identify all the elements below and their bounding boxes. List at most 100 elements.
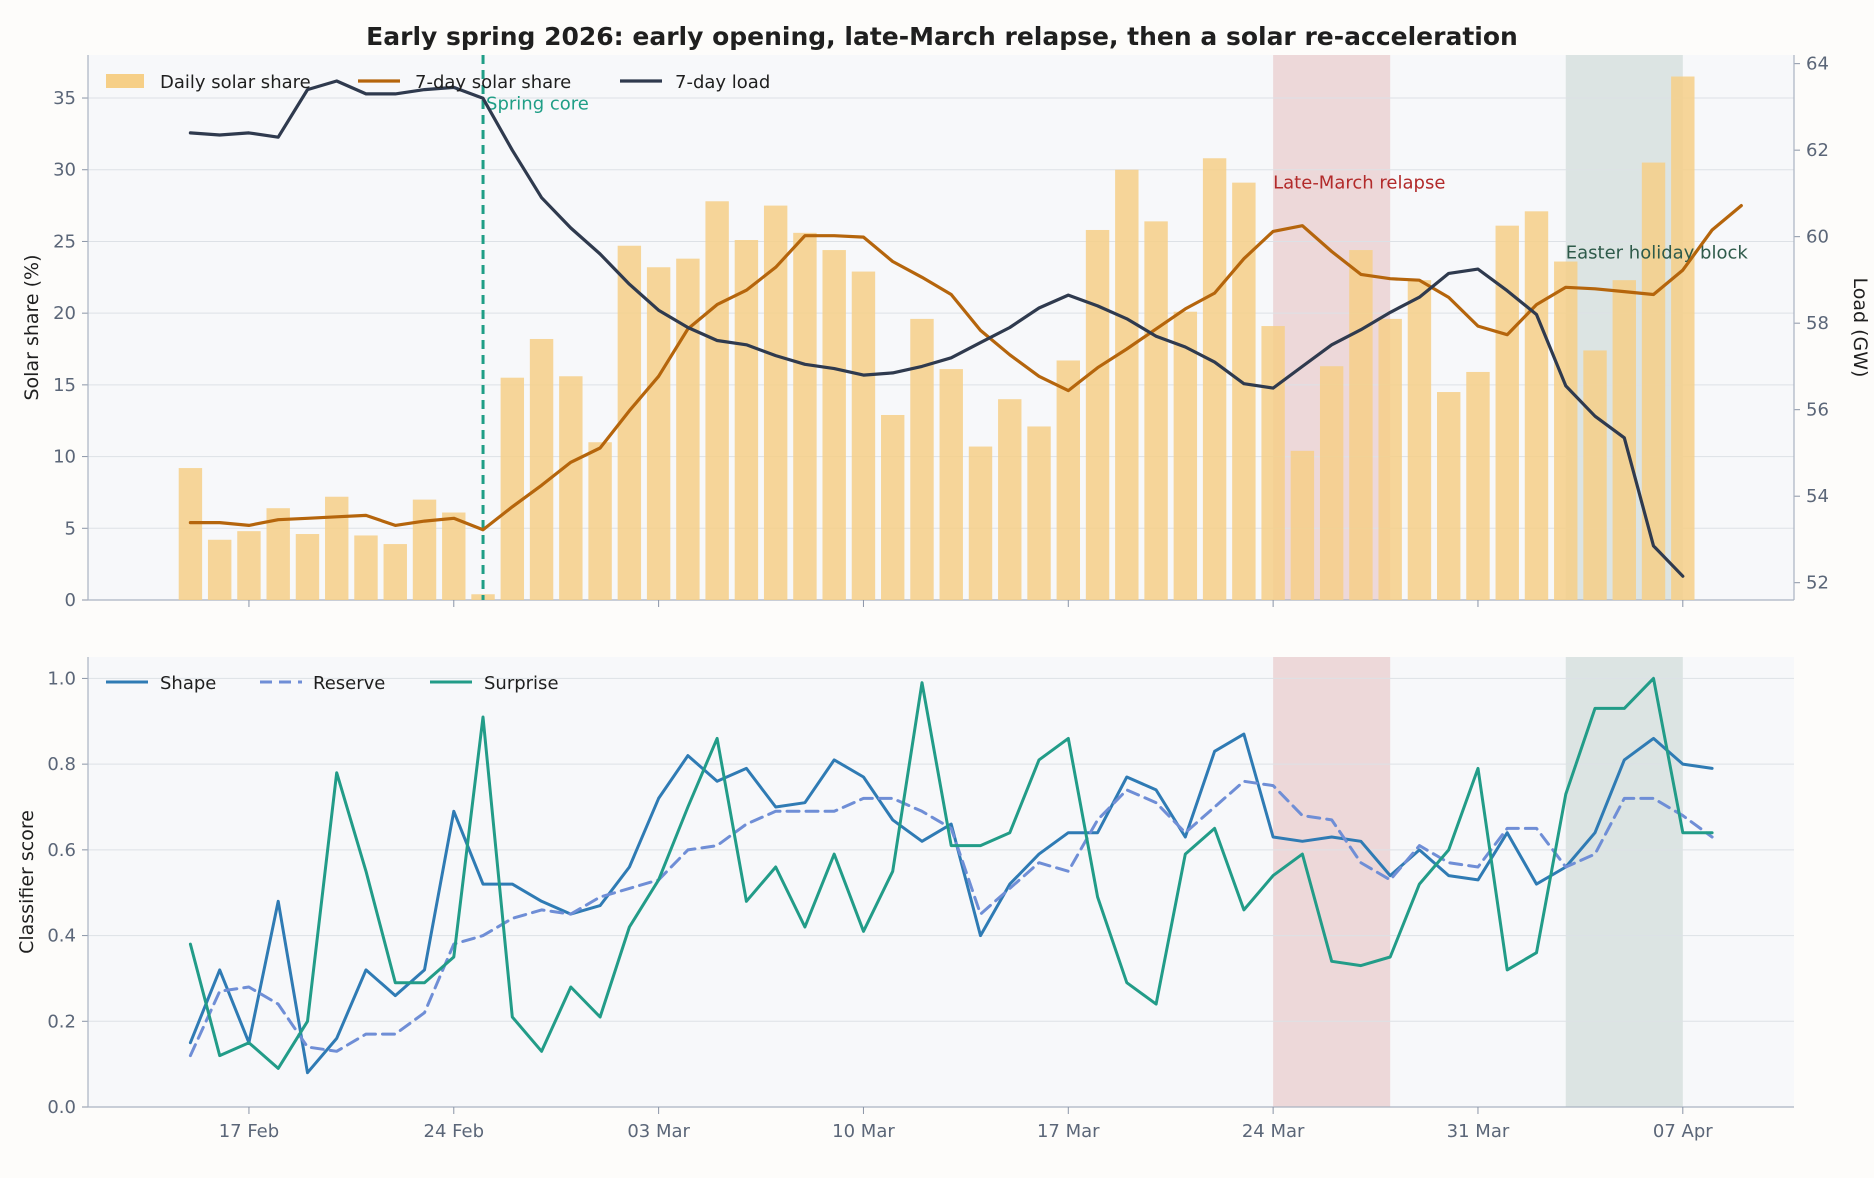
solar-share-bar — [1436, 392, 1461, 600]
top-y2-tick-label: 62 — [1806, 140, 1829, 161]
solar-share-bar — [617, 245, 642, 600]
x-tick-label: 31 Mar — [1447, 1121, 1510, 1142]
solar-share-bar — [442, 512, 466, 600]
top-y2-tick-label: 52 — [1806, 573, 1829, 594]
legend-label: Surprise — [484, 673, 559, 694]
solar-share-bar — [559, 376, 583, 600]
spring-core-label: Spring core — [486, 94, 589, 115]
x-tick-label: 10 Mar — [832, 1121, 895, 1142]
top-y2-axis-label: Load (GW) — [1849, 278, 1871, 378]
top-y-tick-label: 20 — [53, 303, 76, 324]
top-panel: 0 5 10 15 20 25 30 35 52 54 56 58 60 62 64 Spring core L… — [21, 54, 1871, 611]
top-y-tick-label: 0 — [65, 590, 76, 611]
solar-share-bar — [1554, 261, 1578, 600]
bottom-y-tick-label: 0.0 — [47, 1097, 76, 1118]
solar-share-bar — [1378, 318, 1402, 600]
bottom-plot-area — [88, 657, 1794, 1107]
bottom-y-tick-label: 0.6 — [47, 840, 76, 861]
solar-share-bar — [207, 539, 232, 600]
top-y-tick-label: 30 — [53, 160, 76, 181]
x-tick-label: 07 Apr — [1653, 1121, 1713, 1142]
legend-label: 7-day solar share — [415, 72, 571, 93]
top-y2-tick-label: 64 — [1806, 54, 1829, 75]
x-tick-label: 17 Mar — [1037, 1121, 1100, 1142]
legend-label: Daily solar share — [160, 72, 311, 93]
load-7day-line — [188, 79, 1685, 578]
solar-share-bar — [881, 414, 905, 600]
solar-share-bar — [734, 240, 759, 600]
solar-share-bar — [1085, 229, 1110, 600]
solar-share-bar — [412, 499, 437, 600]
top-y-tick-label: 25 — [53, 231, 76, 252]
solar-share-bar — [646, 267, 671, 600]
solar-share-bar — [1144, 221, 1168, 601]
bottom-legend: Shape Reserve Surprise — [106, 673, 559, 694]
solar-share-bar — [1466, 371, 1490, 600]
bottom-panel: 0.0 0.2 0.4 0.6 0.8 1.0 17 Feb 24 Feb 03 Mar 10 M… — [16, 657, 1794, 1142]
relapse-band-bottom — [1273, 657, 1391, 1107]
top-y-axis-label: Solar share (%) — [21, 254, 43, 400]
easter-band-bottom — [1565, 657, 1683, 1107]
solar-share-bar — [1495, 225, 1519, 600]
solar-share-bar — [1232, 182, 1256, 601]
solar-share-bar — [237, 531, 261, 600]
bottom-y-axis-label: Classifier score — [16, 810, 38, 954]
legend-label: Shape — [160, 673, 216, 694]
solar-share-bar — [1290, 450, 1315, 600]
easter-label: Easter holiday block — [1566, 243, 1749, 264]
solar-share-bar — [1671, 76, 1695, 600]
solar-share-bar — [1641, 162, 1666, 600]
solar-share-bar — [1056, 360, 1080, 600]
top-y2-tick-label: 60 — [1806, 227, 1829, 248]
top-y2-tick-label: 54 — [1806, 486, 1829, 507]
solar-share-bar — [588, 442, 612, 600]
top-y-tick-label: 35 — [53, 88, 76, 109]
x-tick-label: 24 Mar — [1242, 1121, 1305, 1142]
bottom-y-tick-label: 0.4 — [47, 926, 76, 947]
solar-share-bar — [1524, 211, 1549, 600]
legend-label: Reserve — [313, 673, 385, 694]
solar-share-bar — [1115, 169, 1139, 600]
legend-label: 7-day load — [675, 72, 770, 93]
solar-share-bar — [529, 338, 554, 600]
solar-share-bar — [295, 534, 320, 600]
solar-share-bar — [763, 205, 788, 600]
solar-share-bar — [1583, 350, 1607, 600]
shape-line — [188, 732, 1714, 1075]
solar-share-bar — [266, 508, 290, 600]
chart-title: Early spring 2026: early opening, late-M… — [366, 22, 1518, 51]
x-tick-label: 03 Mar — [627, 1121, 690, 1142]
bottom-y-tick-label: 1.0 — [47, 668, 76, 689]
solar-share-bar — [998, 399, 1022, 600]
top-y2-tick-label: 58 — [1806, 313, 1829, 334]
solar-share-bar — [968, 446, 993, 600]
solar-share-bar — [500, 377, 525, 600]
solar-share-bar — [705, 201, 729, 600]
bottom-y-tick-label: 0.2 — [47, 1011, 76, 1032]
solar-share-bar — [793, 232, 817, 600]
solar-share-bar — [354, 535, 378, 600]
solar-share-bar — [178, 468, 203, 600]
surprise-line — [188, 676, 1714, 1070]
top-legend: Daily solar share 7-day solar share 7-day … — [106, 72, 770, 93]
solar-share-bar — [851, 271, 876, 600]
legend-swatch-bar — [106, 74, 144, 88]
solar-share-bar — [1173, 311, 1198, 600]
solar-share-bar — [1027, 426, 1051, 600]
solar-7day-line — [188, 204, 1743, 532]
solar-share-bar — [822, 250, 846, 601]
top-y-tick-label: 15 — [53, 375, 76, 396]
solar-share-bar — [383, 544, 407, 600]
solar-share-bar — [1261, 326, 1285, 600]
solar-share-bar — [676, 258, 700, 600]
solar-share-bar — [910, 318, 934, 600]
top-y2-tick-label: 56 — [1806, 400, 1829, 421]
solar-share-bar — [1407, 280, 1432, 600]
bottom-y-tick-label: 0.8 — [47, 754, 76, 775]
x-tick-label: 17 Feb — [219, 1121, 280, 1142]
solar-share-bar — [939, 369, 963, 600]
x-tick-label: 24 Feb — [424, 1121, 485, 1142]
relapse-label: Late-March relapse — [1273, 172, 1445, 193]
solar-share-bar — [1319, 366, 1344, 600]
